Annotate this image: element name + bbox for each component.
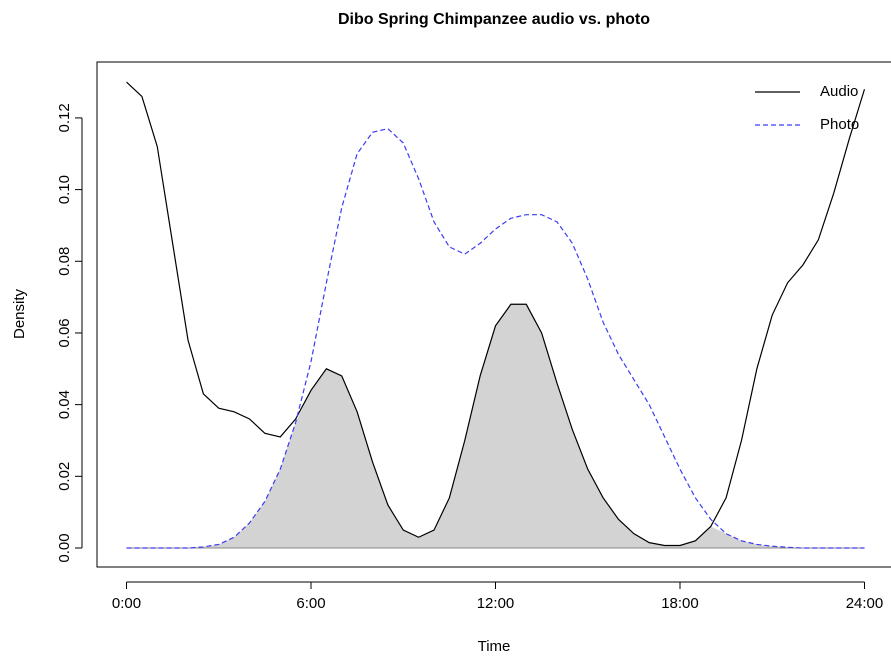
y-axis-label: Density — [11, 288, 28, 339]
plot-frame — [96, 61, 891, 568]
x-tick-label: 18:00 — [661, 595, 699, 612]
series-line — [126, 128, 865, 549]
y-tick-label: 0.06 — [56, 318, 73, 347]
y-tick-label: 0.12 — [56, 103, 73, 132]
x-tick-label: 6:00 — [296, 595, 325, 612]
x-axis-label: Time — [478, 638, 511, 655]
overlap-area — [126, 304, 865, 549]
y-tick-label: 0.08 — [56, 247, 73, 276]
y-tick-label: 0.02 — [56, 462, 73, 491]
y-tick-label: 0.04 — [56, 390, 73, 419]
legend-label: Photo — [820, 116, 859, 133]
series-line — [126, 81, 866, 547]
x-tick-label: 24:00 — [846, 595, 884, 612]
x-tick-label: 0:00 — [112, 595, 141, 612]
legend-label: Audio — [820, 83, 858, 100]
x-tick-label: 12:00 — [477, 595, 515, 612]
y-tick-label: 0.10 — [56, 175, 73, 204]
chart-title: Dibo Spring Chimpanzee audio vs. photo — [338, 11, 650, 28]
y-tick-label: 0.00 — [56, 533, 73, 562]
